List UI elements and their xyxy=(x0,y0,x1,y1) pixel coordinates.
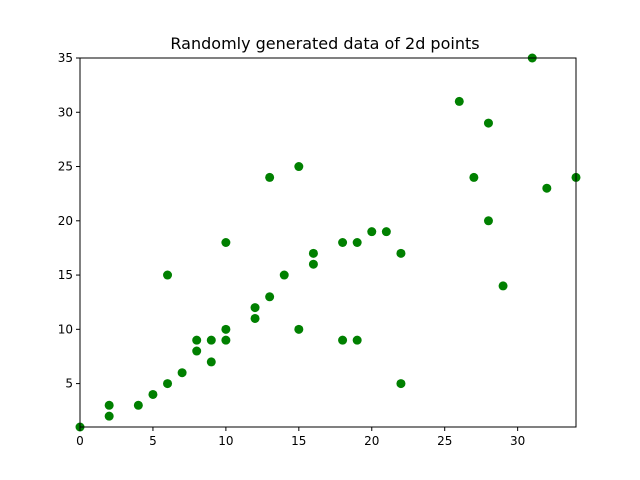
data-point xyxy=(177,368,187,378)
data-point xyxy=(396,248,406,258)
data-point xyxy=(206,335,216,345)
data-point xyxy=(396,379,406,389)
data-point xyxy=(367,227,377,237)
data-point xyxy=(294,162,304,172)
data-point xyxy=(163,270,173,280)
data-point xyxy=(192,346,202,356)
data-point xyxy=(250,313,260,323)
data-point xyxy=(148,389,158,399)
data-point xyxy=(192,335,202,345)
data-point xyxy=(454,96,464,106)
x-tick-label: 20 xyxy=(364,434,379,448)
plot-frame xyxy=(79,57,577,428)
data-point xyxy=(338,238,348,247)
data-point xyxy=(308,259,318,269)
points-layer xyxy=(75,53,581,432)
chart-title: Randomly generated data of 2d points xyxy=(170,34,479,53)
data-point xyxy=(483,216,493,226)
x-tick-label: 30 xyxy=(510,434,525,448)
x-tick-label: 15 xyxy=(291,434,306,448)
data-point xyxy=(381,227,391,237)
x-tick-label: 10 xyxy=(218,434,233,448)
data-point xyxy=(133,400,143,410)
data-point xyxy=(308,248,318,258)
data-point xyxy=(498,281,508,291)
data-point xyxy=(279,270,289,280)
data-point xyxy=(352,335,362,345)
data-point xyxy=(221,324,231,334)
y-axis: 5 10 15 20 25 30 35 xyxy=(58,51,80,391)
y-tick-label: 25 xyxy=(58,160,73,174)
y-tick-label: 30 xyxy=(58,105,73,119)
data-point xyxy=(104,400,114,410)
data-point xyxy=(469,172,479,182)
data-point xyxy=(338,335,348,345)
y-tick-label: 15 xyxy=(58,268,73,282)
y-tick-label: 5 xyxy=(65,377,73,391)
data-point xyxy=(352,238,362,247)
y-tick-label: 10 xyxy=(58,322,73,336)
data-point xyxy=(104,411,114,421)
x-tick-label: 5 xyxy=(149,434,157,448)
data-point xyxy=(221,238,231,247)
data-point xyxy=(206,357,216,367)
data-point xyxy=(542,183,552,193)
y-tick-label: 35 xyxy=(58,51,73,65)
data-point xyxy=(163,379,173,389)
data-point xyxy=(483,118,493,128)
data-point xyxy=(294,324,304,334)
x-tick-label: 25 xyxy=(437,434,452,448)
data-point xyxy=(265,172,275,182)
data-point xyxy=(221,335,231,345)
x-axis: 0 5 10 15 20 25 30 xyxy=(76,427,525,448)
x-tick-label: 0 xyxy=(76,434,84,448)
data-point xyxy=(250,303,260,313)
data-point xyxy=(265,292,275,302)
y-tick-label: 20 xyxy=(58,214,73,228)
